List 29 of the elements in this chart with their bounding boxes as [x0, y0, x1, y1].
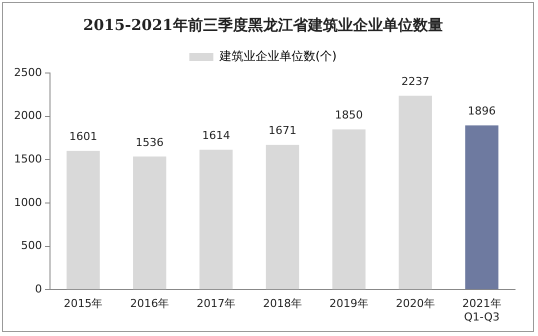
- y-tick-label: 1000: [14, 196, 42, 209]
- data-label: 1614: [202, 129, 230, 142]
- data-label: 1896: [468, 104, 496, 118]
- bar: [465, 125, 498, 290]
- y-tick-label: 500: [20, 239, 42, 252]
- y-tick-label: 0: [34, 282, 42, 296]
- data-label: 2237: [401, 75, 430, 88]
- x-tick-label: 2018年: [262, 297, 302, 310]
- x-tick-label: 2017年: [196, 297, 236, 310]
- x-tick-label: 2020年: [396, 297, 435, 310]
- y-tick-label: 2500: [14, 66, 42, 79]
- bar: [66, 150, 100, 290]
- data-label: 1671: [268, 124, 296, 138]
- bar: [199, 150, 233, 290]
- data-label: 1601: [69, 130, 98, 144]
- x-tick-label: 2016年: [130, 297, 170, 310]
- bar: [133, 156, 166, 290]
- data-label: 1850: [334, 108, 363, 122]
- bar: [398, 96, 432, 290]
- x-tick-label: 2021年 Q1-Q3: [462, 297, 502, 324]
- data-label: 1536: [136, 136, 164, 149]
- chart-title: 2015-2021年前三季度黑龙江省建筑业企业单位数量: [83, 16, 443, 34]
- y-tick-label: 2000: [14, 109, 42, 122]
- bar: [332, 129, 366, 290]
- bar: [266, 144, 300, 290]
- x-tick-label: 2015年: [64, 297, 103, 310]
- legend-label: 建筑业企业单位数(个): [218, 49, 337, 64]
- x-tick-label: 2019年: [329, 297, 368, 310]
- y-tick-label: 1500: [14, 152, 42, 166]
